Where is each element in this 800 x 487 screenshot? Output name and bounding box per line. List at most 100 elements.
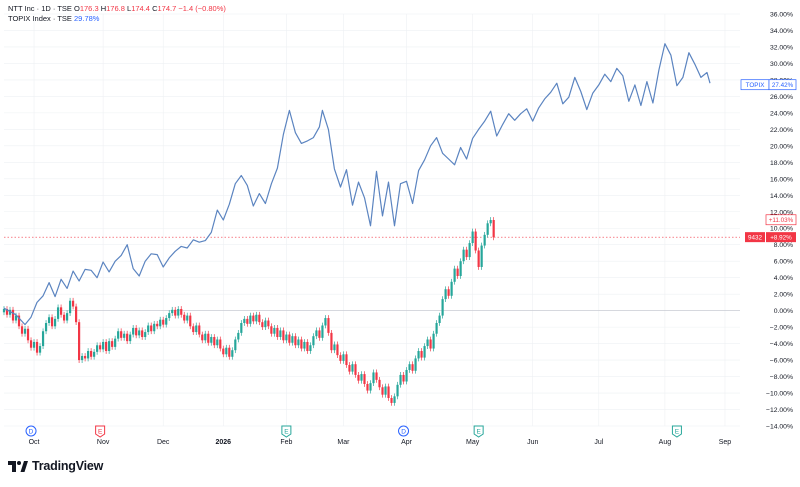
candle-up xyxy=(153,320,156,335)
candle-down xyxy=(378,376,381,391)
candle-up xyxy=(53,315,57,330)
candle-down xyxy=(99,342,102,353)
candle-body xyxy=(444,289,447,300)
candle-body xyxy=(105,341,108,352)
candle-down xyxy=(180,306,183,318)
legend-ntt-open: 176.3 xyxy=(79,4,99,13)
candle-up xyxy=(273,325,276,337)
candle-body xyxy=(210,337,213,343)
candle-body xyxy=(189,315,192,327)
candle-up xyxy=(333,341,336,354)
candle-up xyxy=(177,306,180,319)
earnings-marker: E xyxy=(473,425,484,438)
legend-topix: TOPIX Index · TSE 29.78% xyxy=(8,14,99,23)
candle-up xyxy=(108,338,111,354)
tradingview-logo[interactable]: TradingView xyxy=(8,459,103,473)
candle-up xyxy=(279,327,282,340)
candle-up xyxy=(384,383,387,398)
candle-body xyxy=(414,358,417,371)
x-tick-label: Mar xyxy=(337,439,350,446)
candle-body xyxy=(11,309,15,321)
candle-body xyxy=(399,374,402,385)
candle-up xyxy=(372,369,375,387)
candle-body xyxy=(228,347,231,357)
candle-up xyxy=(303,339,306,352)
candle-body xyxy=(456,268,459,277)
price-label-name: TOPIX xyxy=(746,82,766,89)
candle-up xyxy=(204,330,207,344)
candle-down xyxy=(228,344,231,360)
candle-body xyxy=(303,341,306,349)
candle-body xyxy=(219,339,222,349)
candle-down xyxy=(62,311,66,324)
candle-body xyxy=(432,333,435,349)
legend-ntt-open-label: O xyxy=(74,4,80,13)
candle-body xyxy=(441,299,444,316)
candle-body xyxy=(237,332,240,340)
candle-down xyxy=(141,327,144,340)
candle-up xyxy=(41,328,45,349)
candle-body xyxy=(90,351,93,357)
legend-ntt-low: 174.4 xyxy=(131,4,150,13)
candle-up xyxy=(438,312,441,326)
candle-body xyxy=(138,330,141,336)
candle-up xyxy=(8,306,12,318)
candle-body xyxy=(231,350,234,357)
candle-body xyxy=(216,339,219,346)
price-label-ntt-high: +11.03% xyxy=(765,214,797,226)
candle-up xyxy=(129,331,132,345)
candle-body xyxy=(327,318,330,333)
candle-body xyxy=(297,339,300,346)
legend-ntt-name: NTT Inc · 1D · TSE xyxy=(8,4,72,13)
candle-body xyxy=(108,341,111,352)
candle-body xyxy=(56,307,60,319)
y-tick-label: 24.00% xyxy=(770,110,793,117)
candle-body xyxy=(408,364,411,370)
x-tick-label: Aug xyxy=(659,439,672,446)
candle-body xyxy=(474,231,477,251)
legend-ntt: NTT Inc · 1D · TSE O176.3 H176.8 L174.4 … xyxy=(8,4,226,13)
candle-body xyxy=(50,317,54,327)
price-labels: TOPIX 27.42% +11.03% 9432 +8.92% xyxy=(740,79,797,243)
candle-down xyxy=(252,312,255,325)
candle-body xyxy=(186,315,189,321)
candle-body xyxy=(174,309,177,316)
candle-down xyxy=(162,316,165,328)
candle-body xyxy=(84,355,87,359)
candle-down xyxy=(375,369,378,383)
candle-body xyxy=(381,387,384,395)
candle-body xyxy=(264,320,267,328)
candle-body xyxy=(252,315,255,322)
candle-body xyxy=(38,346,42,353)
candle-down xyxy=(20,323,24,337)
x-tick-label: 2026 xyxy=(216,439,232,446)
candle-up xyxy=(414,355,417,374)
y-tick-label: 14.00% xyxy=(770,193,793,200)
candle-body xyxy=(420,351,423,358)
candle-up xyxy=(342,351,345,364)
candle-down xyxy=(318,327,321,341)
candle-up xyxy=(56,304,60,322)
y-tick-label: 26.00% xyxy=(770,94,793,101)
candle-body xyxy=(387,386,390,398)
candle-body xyxy=(243,318,246,323)
candle-body xyxy=(198,325,201,335)
candle-down xyxy=(5,306,9,318)
candle-body xyxy=(129,334,132,342)
candle-body xyxy=(135,327,138,336)
ntt-candles xyxy=(2,217,495,406)
candle-up xyxy=(159,316,162,330)
candle-body xyxy=(5,308,9,315)
y-tick-label: −4.00% xyxy=(770,341,793,348)
candle-body xyxy=(44,323,48,332)
candle-up xyxy=(405,367,408,385)
candle-up xyxy=(87,348,90,362)
candle-body xyxy=(65,313,69,321)
candle-body xyxy=(165,318,168,325)
candle-down xyxy=(71,297,75,310)
y-tick-label: 22.00% xyxy=(770,127,793,134)
candle-down xyxy=(207,330,210,346)
y-tick-label: 12.00% xyxy=(770,209,793,216)
candle-body xyxy=(396,384,399,397)
candle-up xyxy=(396,381,399,400)
